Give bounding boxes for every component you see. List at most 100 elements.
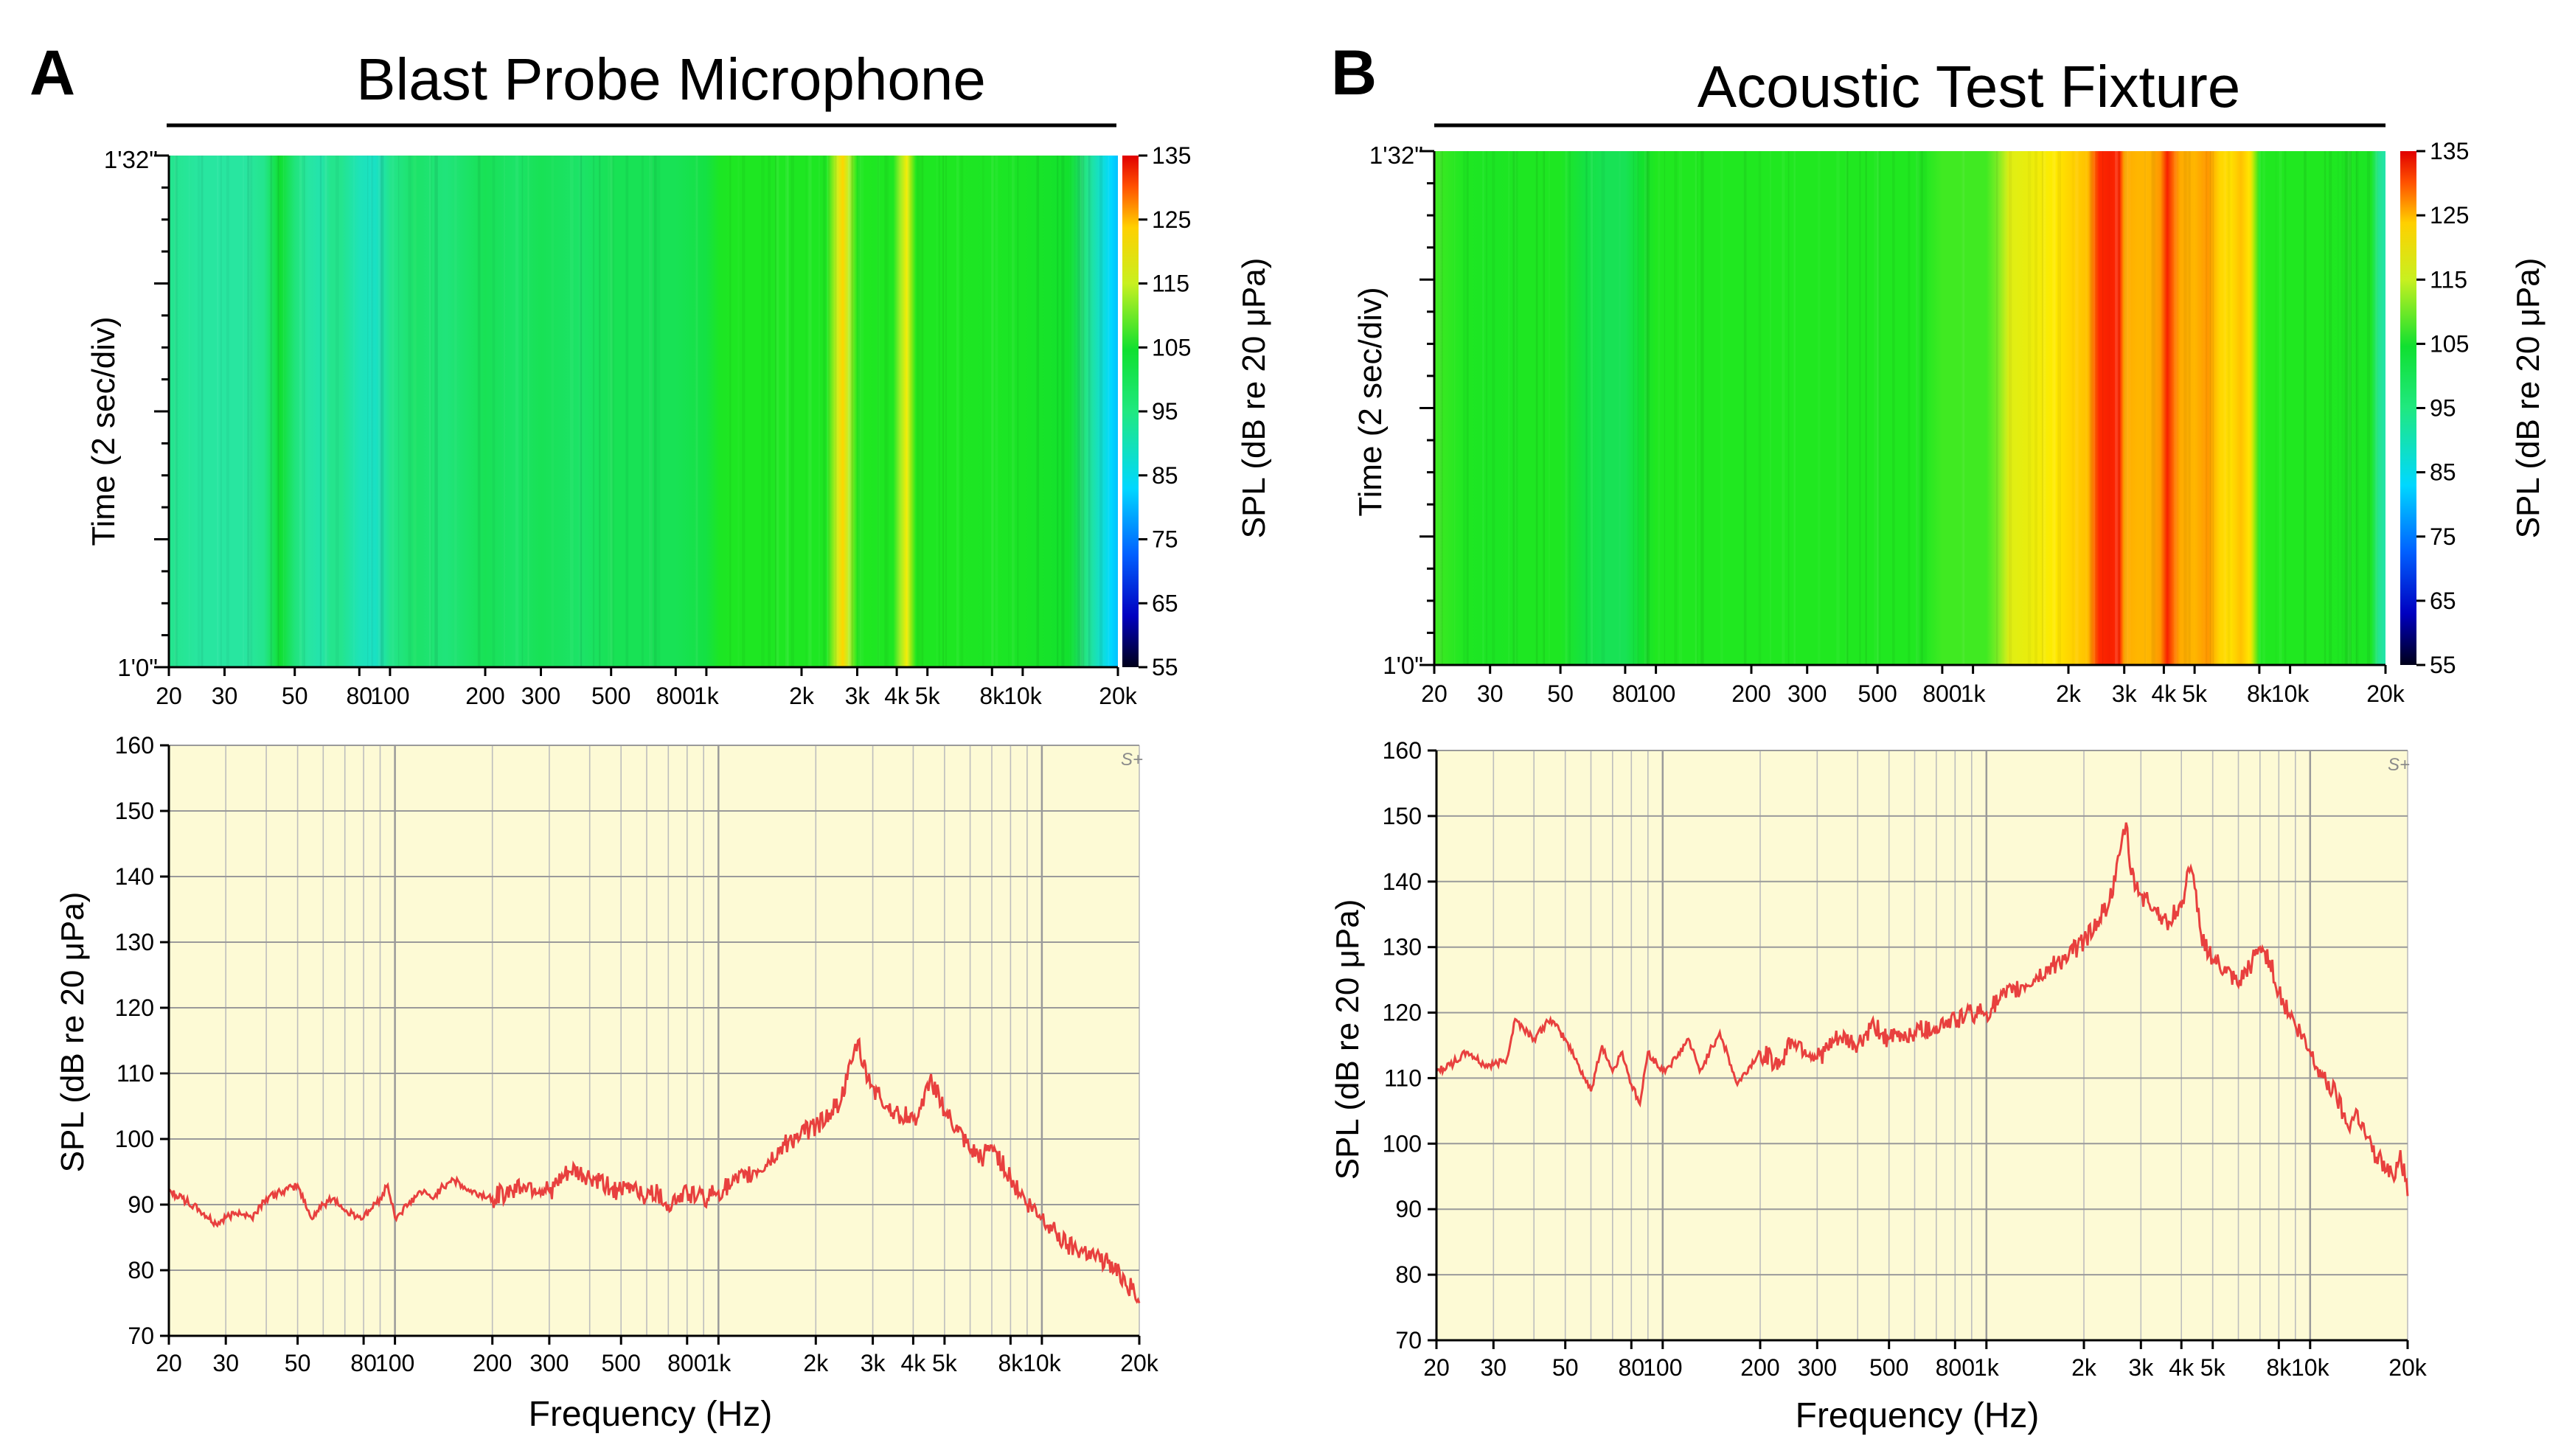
freq-tick-label: 4k: [2169, 1354, 2195, 1381]
spectrogram-streak: [2115, 151, 2118, 665]
panel-a-title: Blast Probe Microphone: [356, 46, 986, 112]
spectrogram-b-image: [1434, 151, 2385, 665]
freq-tick-label: 10k: [1004, 683, 1043, 709]
spectrogram-streak: [477, 156, 481, 667]
freq-tick-label: 30: [1477, 680, 1504, 707]
colorbar-a: [1122, 156, 1139, 667]
freq-tick-label: 20k: [1099, 683, 1138, 709]
spectrogram-streak: [380, 156, 384, 667]
spectrogram-streak: [861, 156, 863, 667]
spectrogram-a-texture: [174, 156, 1110, 667]
spectrogram-streak: [1466, 151, 1469, 665]
spectrogram-streak: [878, 156, 879, 667]
spectrogram-a-time-top: 1'32": [104, 146, 158, 173]
spectrogram-streak: [521, 156, 524, 667]
spl-tick-label: 80: [1395, 1261, 1422, 1288]
freq-tick-label: 80: [347, 683, 373, 709]
colorbar-tick-label: 115: [1152, 271, 1189, 297]
panel-b-title: Acoustic Test Fixture: [1698, 54, 2241, 119]
spectrogram-streak: [1535, 151, 1538, 665]
freq-tick-label: 20k: [1120, 1350, 1159, 1376]
spl-tick-label: 150: [1383, 803, 1422, 829]
freq-tick-label: 1k: [1961, 680, 1987, 707]
spectrogram-streak: [2043, 151, 2046, 665]
spectrogram-streak: [367, 156, 369, 667]
spectrogram-streak: [790, 156, 795, 667]
spectrogram-streak: [774, 156, 776, 667]
freq-tick-label: 100: [375, 1350, 414, 1376]
freq-tick-label: 30: [212, 683, 238, 709]
spectrogram-streak: [2154, 151, 2155, 665]
spectrogram-streak: [835, 156, 837, 667]
spectrum-b-xlabel: Frequency (Hz): [1796, 1396, 2040, 1435]
freq-tick-label: 10k: [1023, 1350, 1062, 1376]
spectrogram-streak: [1569, 151, 1571, 665]
spectrogram-streak: [1916, 151, 1919, 665]
spectrogram-streak: [2276, 151, 2277, 665]
spectrogram-streak: [1877, 151, 1880, 665]
spectrogram-streak: [580, 156, 583, 667]
spectrogram-streak: [776, 156, 779, 667]
spectrogram-streak: [625, 156, 629, 667]
freq-tick-label: 500: [602, 1350, 641, 1376]
spectrogram-streak: [1012, 156, 1015, 667]
spectrogram-streak: [1543, 151, 1545, 665]
spectrogram-streak: [249, 156, 251, 667]
spectrogram-streak: [1061, 156, 1065, 667]
spectrogram-streak: [2183, 151, 2187, 665]
freq-tick-label: 20k: [2388, 1354, 2428, 1381]
freq-tick-label: 2k: [789, 683, 815, 709]
spectrogram-streak: [1543, 151, 1545, 665]
spectrum-b-plot-area: [1436, 750, 2408, 1340]
freq-tick-label: 5k: [2182, 680, 2208, 707]
spectrogram-streak: [226, 156, 229, 667]
spectrogram-streak: [2028, 151, 2032, 665]
spectrogram-streak: [1637, 151, 1639, 665]
spectrogram-streak: [847, 156, 851, 667]
spl-tick-label: 90: [1395, 1196, 1422, 1222]
spl-tick-label: 160: [1383, 737, 1422, 764]
freq-tick-label: 5k: [2200, 1354, 2226, 1381]
spectrogram-streak: [2151, 151, 2155, 665]
spectrogram-streak: [1008, 156, 1010, 667]
freq-tick-label: 8k: [2266, 1354, 2292, 1381]
spectrogram-streak: [277, 156, 279, 667]
spectrogram-streak: [409, 156, 411, 667]
colorbar-tick-label: 95: [2430, 395, 2456, 422]
spectrogram-streak: [906, 156, 910, 667]
spectrogram-streak: [2249, 151, 2251, 665]
spectrogram-streak: [657, 156, 661, 667]
spectrogram-streak: [2187, 151, 2190, 665]
colorbar-tick-label: 55: [2430, 652, 2456, 678]
spectrogram-streak: [2329, 151, 2332, 665]
spectrogram-streak: [1836, 151, 1840, 665]
spectrogram-streak: [189, 156, 190, 667]
spectrum-a-xlabel: Frequency (Hz): [529, 1395, 773, 1434]
spectrogram-streak: [2075, 151, 2079, 665]
spectrum-a-plot-area: [169, 745, 1139, 1336]
spectrogram-streak: [378, 156, 381, 667]
spectrogram-streak: [1585, 151, 1588, 665]
freq-tick-label: 8k: [998, 1350, 1024, 1376]
spectrogram-streak: [887, 156, 889, 667]
spectrogram-streak: [653, 156, 657, 667]
spectrogram-streak: [1646, 151, 1650, 665]
spectrogram-b-texture: [1439, 151, 2377, 665]
spectrogram-streak: [2324, 151, 2327, 665]
spectrogram-streak: [2348, 151, 2352, 665]
spectrogram-streak: [1697, 151, 1698, 665]
freq-tick-label: 8k: [979, 683, 1005, 709]
spectrogram-streak: [270, 156, 273, 667]
freq-tick-label: 300: [1787, 680, 1827, 707]
spectrogram-streak: [884, 156, 888, 667]
freq-tick-label: 300: [529, 1350, 569, 1376]
spectrogram-streak: [2144, 151, 2146, 665]
spectrogram-streak: [608, 156, 610, 667]
spectrogram-streak: [649, 156, 653, 667]
spectrogram-streak: [742, 156, 746, 667]
freq-tick-label: 80: [1612, 680, 1639, 707]
spectrogram-streak: [175, 156, 178, 667]
spectrogram-streak: [397, 156, 400, 667]
spectrogram-streak: [1454, 151, 1455, 665]
